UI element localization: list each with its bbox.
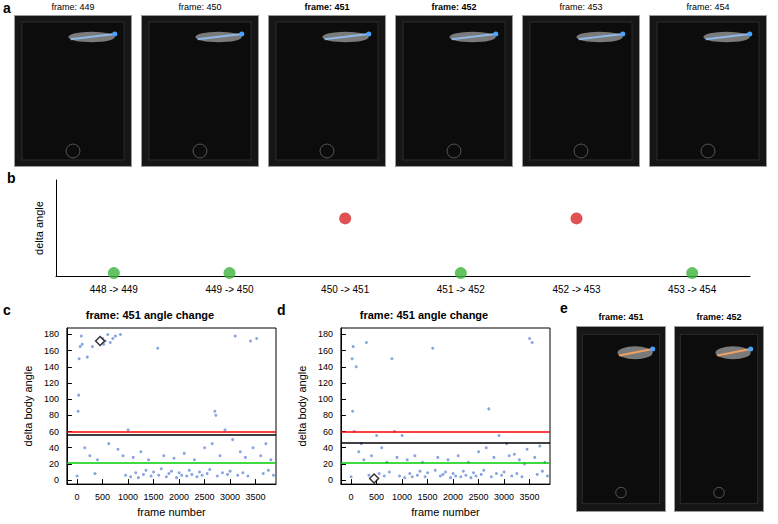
html-text:e: e <box>560 300 568 316</box>
svg-text:80: 80 <box>49 410 59 420</box>
svg-text:140: 140 <box>44 362 59 372</box>
svg-text:450 -> 451: 450 -> 451 <box>321 284 370 295</box>
svg-text:500: 500 <box>95 492 110 502</box>
svg-text:100: 100 <box>318 394 333 404</box>
svg-text:1000: 1000 <box>118 492 138 502</box>
svg-text:3000: 3000 <box>220 492 240 502</box>
svg-text:frame number: frame number <box>137 506 206 518</box>
html-text:d: d <box>277 302 286 318</box>
svg-text:20: 20 <box>49 459 59 469</box>
svg-text:120: 120 <box>44 378 59 388</box>
svg-text:1500: 1500 <box>144 492 164 502</box>
svg-text:0: 0 <box>54 475 59 485</box>
html-text:frame: 449: frame: 449 <box>51 2 95 12</box>
svg-text:3500: 3500 <box>520 492 540 502</box>
svg-text:3500: 3500 <box>246 492 266 502</box>
svg-text:delta angle: delta angle <box>33 201 45 255</box>
svg-text:451 -> 452: 451 -> 452 <box>437 284 486 295</box>
html-text:frame: 454: frame: 454 <box>686 2 730 12</box>
html-text:c: c <box>3 302 11 318</box>
svg-text:449 -> 450: 449 -> 450 <box>205 284 254 295</box>
svg-text:40: 40 <box>49 443 59 453</box>
svg-text:20: 20 <box>323 459 333 469</box>
svg-text:60: 60 <box>323 427 333 437</box>
html-text:b: b <box>7 170 16 186</box>
svg-text:frame: 451 angle change: frame: 451 angle change <box>360 309 488 321</box>
svg-text:delta body angle: delta body angle <box>22 366 34 447</box>
svg-text:0: 0 <box>75 492 80 502</box>
html-text:frame: 451: frame: 451 <box>304 2 350 12</box>
svg-text:80: 80 <box>323 410 333 420</box>
html-text:frame: 451: frame: 451 <box>598 312 644 322</box>
html-text:a: a <box>3 0 11 16</box>
svg-text:60: 60 <box>49 427 59 437</box>
svg-text:delta body angle: delta body angle <box>296 366 308 447</box>
svg-text:100: 100 <box>44 394 59 404</box>
svg-text:452 -> 453: 452 -> 453 <box>552 284 601 295</box>
svg-text:2500: 2500 <box>195 492 215 502</box>
svg-text:160: 160 <box>318 346 333 356</box>
svg-text:2000: 2000 <box>443 492 463 502</box>
svg-text:0: 0 <box>328 475 333 485</box>
svg-text:448 -> 449: 448 -> 449 <box>90 284 139 295</box>
html-text:frame: 452: frame: 452 <box>696 312 742 322</box>
svg-text:1500: 1500 <box>418 492 438 502</box>
svg-text:180: 180 <box>44 329 59 339</box>
svg-text:160: 160 <box>44 346 59 356</box>
svg-text:0: 0 <box>349 492 354 502</box>
html-text:frame: 452: frame: 452 <box>431 2 477 12</box>
html-text:frame: 450: frame: 450 <box>178 2 222 12</box>
svg-text:frame number: frame number <box>411 506 480 518</box>
svg-text:2500: 2500 <box>469 492 489 502</box>
svg-text:453 -> 454: 453 -> 454 <box>668 284 717 295</box>
svg-text:3000: 3000 <box>494 492 514 502</box>
svg-text:140: 140 <box>318 362 333 372</box>
svg-text:120: 120 <box>318 378 333 388</box>
svg-text:1000: 1000 <box>392 492 412 502</box>
html-text:frame: 453: frame: 453 <box>559 2 603 12</box>
svg-text:180: 180 <box>318 329 333 339</box>
svg-text:500: 500 <box>369 492 384 502</box>
svg-text:2000: 2000 <box>169 492 189 502</box>
svg-text:40: 40 <box>323 443 333 453</box>
svg-text:frame: 451 angle change: frame: 451 angle change <box>86 309 214 321</box>
